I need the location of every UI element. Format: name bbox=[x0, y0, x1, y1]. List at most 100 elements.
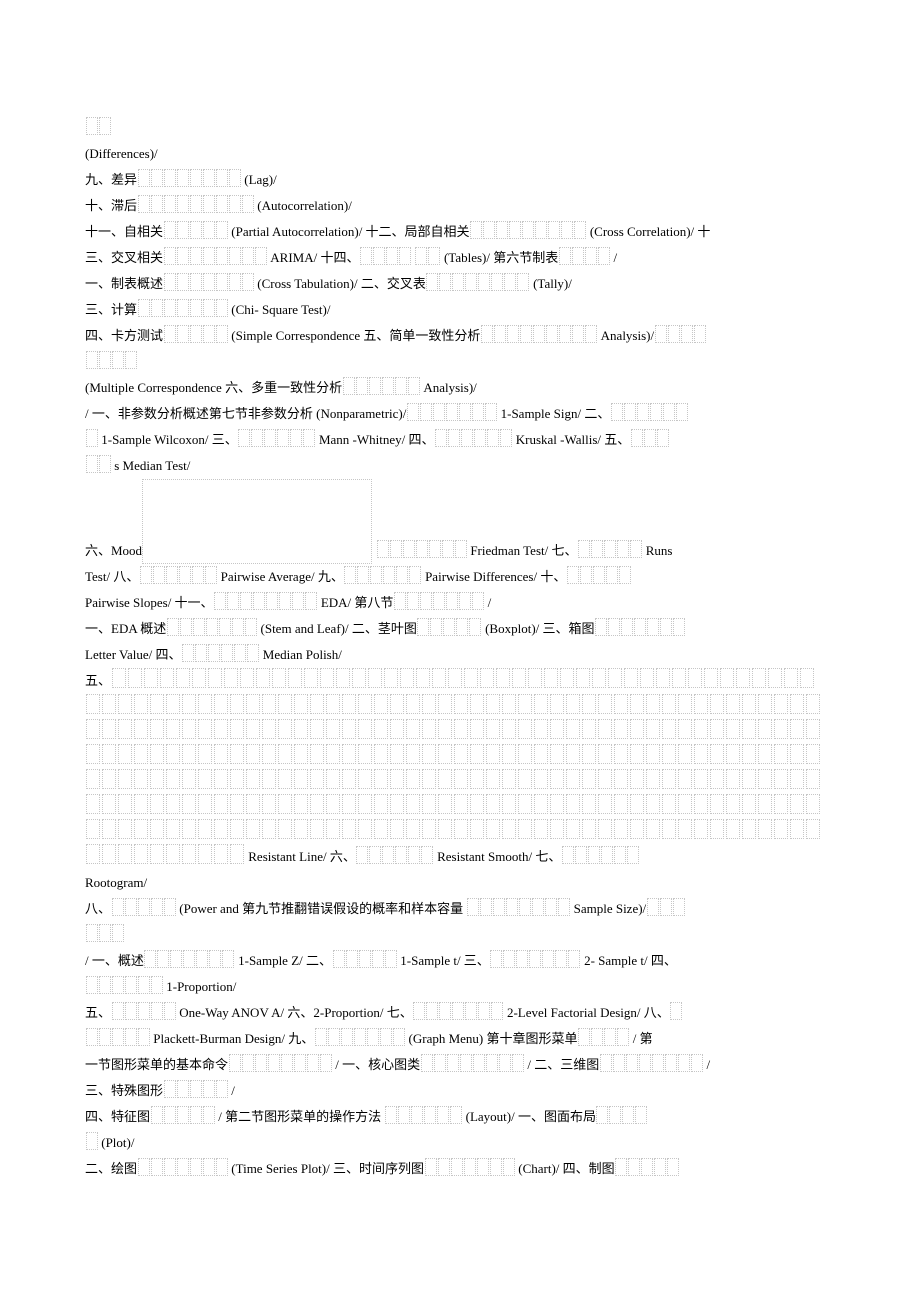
missing-glyph-box bbox=[470, 694, 484, 714]
missing-glyph-box bbox=[451, 1158, 463, 1176]
text-line: 四、特征图 / 第二节图形菜单的操作方法 (Layout)/ 一、图面布局 bbox=[85, 1104, 835, 1130]
missing-glyph-box bbox=[710, 719, 724, 739]
missing-glyph-box bbox=[667, 1158, 679, 1176]
missing-glyph-box bbox=[229, 247, 241, 265]
missing-glyph-box bbox=[134, 844, 148, 864]
missing-glyph-box bbox=[86, 429, 98, 447]
missing-glyph-box bbox=[558, 898, 570, 916]
missing-glyph-box bbox=[216, 325, 228, 343]
missing-glyph-box bbox=[470, 794, 484, 814]
missing-glyph-box bbox=[420, 403, 432, 421]
missing-glyph-box bbox=[125, 1028, 137, 1046]
text-run: (Multiple Correspondence 六、多重一致性分析 bbox=[85, 380, 342, 395]
missing-glyph-box bbox=[422, 819, 436, 839]
missing-glyph-box bbox=[86, 744, 100, 764]
text-run: 二、绘图 bbox=[85, 1161, 137, 1176]
missing-glyph-box bbox=[238, 429, 250, 447]
missing-glyph-box bbox=[446, 592, 458, 610]
missing-glyph-box bbox=[216, 195, 228, 213]
text-run: (Graph Menu) 第十章图形菜单 bbox=[405, 1031, 577, 1046]
missing-glyph-box bbox=[247, 644, 259, 662]
missing-glyph-box bbox=[182, 744, 196, 764]
missing-glyph-box bbox=[294, 694, 308, 714]
missing-glyph-box bbox=[374, 694, 388, 714]
missing-glyph-box bbox=[377, 540, 389, 558]
missing-glyph-box bbox=[342, 819, 356, 839]
missing-glyph-box bbox=[662, 769, 676, 789]
missing-glyph-box bbox=[177, 299, 189, 317]
missing-glyph-box bbox=[454, 769, 468, 789]
missing-glyph-box bbox=[190, 1080, 202, 1098]
missing-glyph-box bbox=[164, 169, 176, 187]
missing-glyph-box bbox=[138, 1002, 150, 1020]
missing-glyph-box bbox=[736, 668, 750, 688]
missing-glyph-box bbox=[164, 273, 176, 291]
missing-glyph-box bbox=[614, 794, 628, 814]
missing-glyph-box bbox=[472, 592, 484, 610]
missing-glyph-box bbox=[214, 592, 226, 610]
missing-glyph-box bbox=[342, 719, 356, 739]
missing-glyph-box bbox=[356, 377, 368, 395]
missing-glyph-box bbox=[640, 668, 654, 688]
missing-glyph-box bbox=[281, 1054, 293, 1072]
missing-glyph-box bbox=[86, 455, 98, 473]
missing-glyph-box bbox=[784, 668, 798, 688]
missing-glyph-box bbox=[676, 403, 688, 421]
missing-glyph-box bbox=[203, 325, 215, 343]
missing-glyph-box bbox=[138, 169, 150, 187]
text-line: (Differences)/ bbox=[85, 141, 835, 167]
missing-glyph-box bbox=[566, 819, 580, 839]
missing-glyph-box bbox=[278, 794, 292, 814]
missing-glyph-box bbox=[326, 744, 340, 764]
missing-glyph-box bbox=[177, 169, 189, 187]
missing-glyph-box bbox=[668, 325, 680, 343]
text-run: 五、 bbox=[85, 1005, 111, 1020]
missing-glyph-box bbox=[630, 694, 644, 714]
missing-glyph-box bbox=[150, 844, 164, 864]
missing-glyph-box bbox=[395, 846, 407, 864]
text-run: (Plot)/ bbox=[98, 1135, 134, 1150]
missing-glyph-box bbox=[655, 325, 667, 343]
missing-glyph-box bbox=[774, 794, 788, 814]
missing-glyph-box bbox=[726, 694, 740, 714]
missing-glyph-box bbox=[264, 429, 276, 447]
missing-glyph-box bbox=[400, 668, 414, 688]
text-run: 一节图形菜单的基本命令 bbox=[85, 1057, 228, 1072]
missing-glyph-box bbox=[646, 719, 660, 739]
missing-glyph-box bbox=[398, 1106, 410, 1124]
missing-glyph-box bbox=[576, 668, 590, 688]
missing-glyph-box bbox=[134, 694, 148, 714]
missing-glyph-box bbox=[198, 819, 212, 839]
missing-glyph-box bbox=[670, 1002, 682, 1020]
missing-glyph-box bbox=[216, 221, 228, 239]
missing-glyph-box bbox=[532, 898, 544, 916]
missing-glyph-box bbox=[203, 1158, 215, 1176]
missing-glyph-box bbox=[230, 694, 244, 714]
missing-glyph-box bbox=[438, 1158, 450, 1176]
missing-glyph-box bbox=[150, 719, 164, 739]
missing-glyph-box bbox=[790, 744, 804, 764]
missing-glyph-box bbox=[86, 1028, 98, 1046]
missing-glyph-box bbox=[634, 618, 646, 636]
missing-glyph-box bbox=[438, 819, 452, 839]
missing-glyph-box bbox=[138, 299, 150, 317]
missing-glyph-box bbox=[678, 719, 692, 739]
missing-glyph-box bbox=[182, 694, 196, 714]
text-line bbox=[85, 819, 835, 844]
text-run: 2-Level Factorial Design/ 八、 bbox=[504, 1005, 670, 1020]
missing-glyph-box bbox=[151, 299, 163, 317]
missing-glyph-box bbox=[593, 566, 605, 584]
missing-glyph-box bbox=[369, 846, 381, 864]
missing-glyph-box bbox=[415, 247, 427, 265]
missing-glyph-box bbox=[408, 377, 420, 395]
missing-glyph-box bbox=[448, 668, 462, 688]
missing-glyph-box bbox=[278, 819, 292, 839]
missing-glyph-box bbox=[214, 794, 228, 814]
missing-glyph-box bbox=[99, 455, 111, 473]
missing-glyph-box bbox=[572, 247, 584, 265]
text-run: 十一、自相关 bbox=[85, 224, 163, 239]
missing-glyph-box bbox=[637, 403, 649, 421]
missing-glyph-box bbox=[490, 1158, 502, 1176]
missing-block-box bbox=[142, 479, 372, 564]
missing-glyph-box bbox=[582, 719, 596, 739]
